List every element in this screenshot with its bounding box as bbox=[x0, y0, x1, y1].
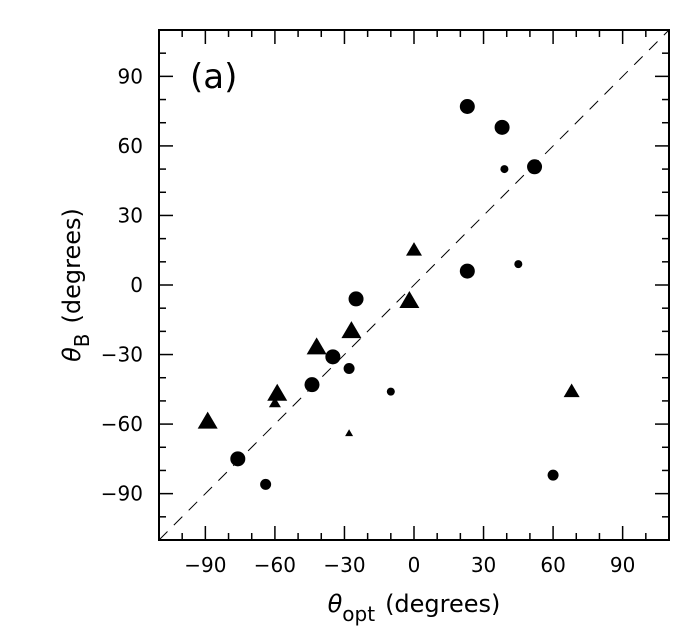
identity-reference-line bbox=[158, 29, 670, 541]
data-point-circle bbox=[459, 99, 475, 114]
data-point-circle bbox=[459, 263, 475, 279]
data-point-circle bbox=[494, 119, 510, 135]
x-axis-subscript: opt bbox=[342, 602, 375, 626]
y-axis-unit: (degrees) bbox=[58, 208, 86, 323]
data-points bbox=[197, 99, 580, 490]
data-point-circle bbox=[527, 159, 543, 175]
data-point-circle bbox=[343, 362, 355, 374]
y-tick-label: −30 bbox=[101, 343, 143, 367]
x-tick-label: 0 bbox=[408, 553, 421, 577]
data-point-triangle bbox=[399, 291, 420, 309]
panel-label: (a) bbox=[190, 57, 237, 97]
y-axis-subscript: B bbox=[70, 333, 94, 347]
y-axis-symbol: θ bbox=[58, 347, 86, 362]
data-point-circle bbox=[260, 478, 272, 490]
x-tick-label: −60 bbox=[254, 553, 296, 577]
data-point-triangle bbox=[341, 321, 362, 339]
data-point-triangle bbox=[268, 397, 281, 408]
x-tick-label: 90 bbox=[610, 553, 635, 577]
x-tick-label: −90 bbox=[184, 553, 226, 577]
data-point-circle bbox=[547, 469, 559, 481]
plot-frame bbox=[158, 29, 670, 541]
data-point-circle bbox=[348, 291, 364, 307]
data-point-circle bbox=[230, 451, 246, 467]
x-axis-label: θopt (degrees) bbox=[328, 590, 501, 626]
y-axis-label: θB (degrees) bbox=[58, 208, 94, 362]
y-tick-label: 0 bbox=[130, 273, 143, 297]
x-axis-unit: (degrees) bbox=[385, 590, 500, 618]
data-point-circle bbox=[386, 387, 395, 396]
data-point-triangle bbox=[197, 411, 218, 429]
ticks bbox=[158, 29, 670, 541]
tick-labels: −90 −60 −30 0 30 60 90 −90 −60 −30 0 30 60 90 bbox=[101, 64, 636, 577]
y-tick-label: −60 bbox=[101, 412, 143, 436]
y-tick-label: 90 bbox=[118, 64, 143, 88]
data-point-triangle bbox=[306, 337, 327, 355]
data-point-circle bbox=[304, 377, 320, 393]
data-point-triangle bbox=[563, 383, 580, 398]
data-point-circle bbox=[500, 165, 509, 174]
x-tick-label: 60 bbox=[540, 553, 565, 577]
y-tick-label: 60 bbox=[118, 134, 143, 158]
data-point-triangle bbox=[345, 429, 354, 437]
x-tick-label: −30 bbox=[323, 553, 365, 577]
data-point-triangle bbox=[267, 383, 288, 401]
y-tick-label: 30 bbox=[118, 203, 143, 227]
x-axis-symbol: θ bbox=[328, 590, 343, 618]
data-point-triangle bbox=[406, 242, 422, 256]
data-point-circle bbox=[514, 260, 523, 269]
x-tick-label: 30 bbox=[471, 553, 496, 577]
data-point-circle bbox=[325, 349, 341, 365]
y-tick-label: −90 bbox=[101, 482, 143, 506]
